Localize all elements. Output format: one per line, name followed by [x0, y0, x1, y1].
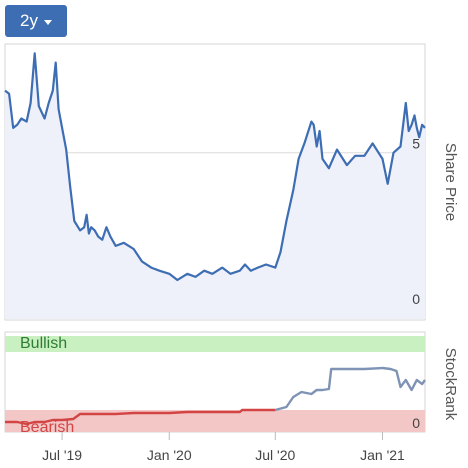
price-axis-title: Share Price [442, 143, 459, 221]
stockrank-axis-title: StockRank [442, 348, 459, 421]
stockrank-chart: Bullish Bearish 0 Jul '19 Jan '20 Jul '20 J… [4, 331, 459, 463]
price-series-line [4, 52, 426, 282]
bearish-zone [5, 410, 425, 432]
time-axis: Jul '19 Jan '20 Jul '20 Jan '21 [42, 432, 405, 463]
chevron-down-icon [43, 19, 52, 25]
price-y-tick-label: 0 [412, 291, 420, 307]
price-chart: 0 5 Share Price [4, 43, 459, 321]
stockrank-series-line-1 [274, 366, 426, 412]
price-y-tick-label: 5 [412, 136, 420, 152]
range-selector-button[interactable]: 2y [5, 5, 67, 37]
x-tick-label: Jul '20 [255, 447, 295, 463]
bullish-zone-label: Bullish [20, 335, 67, 352]
stockrank-series-line-0 [5, 408, 276, 426]
bullish-zone [5, 336, 425, 352]
x-tick-label: Jul '19 [42, 447, 82, 463]
stockrank-y-tick-label: 0 [412, 415, 420, 431]
price-series-area [5, 53, 425, 320]
x-tick-label: Jan '20 [147, 447, 192, 463]
x-tick-label: Jan '21 [360, 447, 405, 463]
range-selector-label: 2y [20, 11, 38, 30]
